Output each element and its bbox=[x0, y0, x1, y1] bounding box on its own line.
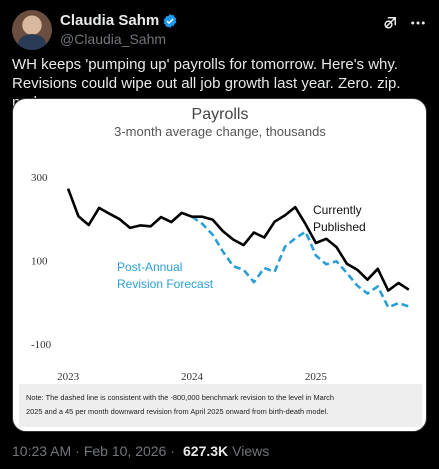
verified-badge-icon bbox=[163, 13, 177, 28]
views-label: Views bbox=[232, 443, 270, 459]
published-series-line bbox=[66, 188, 410, 292]
x-tick-label: 2025 bbox=[305, 371, 328, 383]
tweet-media-chart[interactable]: Payrolls 3-month average change, thousan… bbox=[12, 98, 427, 432]
author-handle[interactable]: @Claudia_Sahm bbox=[60, 31, 167, 47]
grok-icon[interactable] bbox=[381, 14, 399, 32]
chart-note: Note: The dashed line is consistent with… bbox=[26, 393, 334, 416]
more-icon[interactable] bbox=[409, 14, 427, 32]
forecast-series-line bbox=[191, 215, 410, 309]
y-tick-label: 300 bbox=[31, 172, 48, 184]
x-tick-label: 2023 bbox=[57, 371, 80, 383]
y-tick-label: -100 bbox=[31, 339, 52, 351]
separator-dot: · bbox=[170, 443, 176, 459]
note-box bbox=[19, 384, 422, 427]
y-tick-label: 100 bbox=[31, 256, 48, 268]
separator-dot: · bbox=[75, 443, 80, 459]
payrolls-chart: Payrolls 3-month average change, thousan… bbox=[19, 106, 422, 427]
tweet-date[interactable]: Feb 10, 2026 bbox=[83, 443, 167, 459]
chart-title: Payrolls bbox=[192, 106, 249, 123]
tweet-header: Claudia Sahm @Claudia_Sahm bbox=[12, 10, 427, 50]
avatar[interactable] bbox=[12, 10, 52, 50]
tweet-footer: 10:23 AM · Feb 10, 2026 · 627.3K Views bbox=[12, 443, 269, 459]
display-name[interactable]: Claudia Sahm bbox=[60, 12, 160, 29]
tweet-time[interactable]: 10:23 AM bbox=[12, 443, 72, 459]
views-count[interactable]: 627.3K bbox=[183, 443, 229, 459]
annotation-forecast: Post-Annual Revision Forecast bbox=[117, 260, 214, 291]
author-name-row: Claudia Sahm bbox=[60, 12, 178, 29]
chart-subtitle: 3-month average change, thousands bbox=[114, 124, 326, 139]
x-tick-label: 2024 bbox=[181, 371, 204, 383]
annotation-published: Currently Published bbox=[313, 203, 366, 234]
